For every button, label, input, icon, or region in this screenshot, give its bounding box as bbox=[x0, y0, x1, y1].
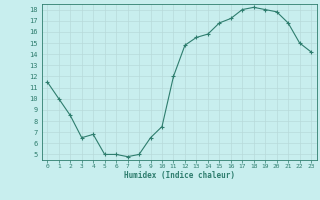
X-axis label: Humidex (Indice chaleur): Humidex (Indice chaleur) bbox=[124, 171, 235, 180]
